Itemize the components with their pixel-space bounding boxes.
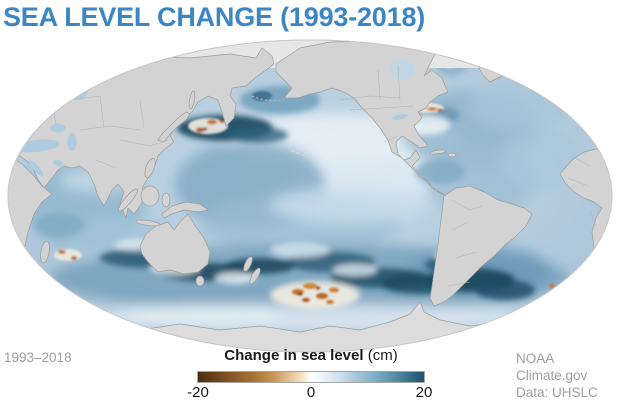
legend-title-text: Change in sea level: [224, 347, 364, 364]
island-iceland: [543, 65, 561, 75]
island-sakhalin: [188, 90, 196, 110]
island-philippines: [144, 158, 156, 178]
island-japan: [157, 111, 191, 143]
island-new-zealand-north: [243, 256, 253, 272]
continent-australia: [139, 213, 211, 275]
island-new-zealand-south: [249, 267, 261, 285]
island-great-britain: [580, 82, 590, 102]
great-lakes: [392, 114, 408, 120]
aleutian-islands: [251, 95, 289, 102]
tick-max: 20: [415, 384, 433, 401]
continent-antarctica: [8, 301, 612, 352]
continent-europe-mainland-edge: [593, 87, 612, 135]
legend-title: Change in sea level (cm): [160, 347, 462, 365]
globe-edge-ring: [7, 39, 613, 353]
tick-min: -20: [187, 384, 209, 401]
persian-gulf: [53, 159, 63, 167]
island-ireland: [573, 91, 581, 101]
caspian-sea: [67, 133, 77, 151]
legend-units: (cm): [367, 347, 398, 364]
continent-south-america: [429, 185, 533, 307]
period-label: 1993–2018: [4, 350, 72, 365]
continent-europe-west-edge: [589, 43, 612, 87]
island-new-guinea: [161, 201, 209, 219]
hudson-bay: [389, 60, 415, 80]
colorbar-legend: Change in sea level (cm) -20 0 20: [160, 347, 462, 401]
island-sumatra: [118, 188, 138, 212]
page-title: SEA LEVEL CHANGE (1993-2018): [3, 2, 426, 32]
colorbar: [197, 371, 425, 383]
tick-mid: 0: [306, 384, 316, 401]
ocean-trend-field: [25, 52, 580, 332]
credit-source: NOAA Climate.gov: [516, 351, 588, 383]
island-tasmania: [195, 275, 205, 287]
island-cuba: [429, 149, 447, 155]
island-borneo: [140, 185, 160, 207]
credit-data: Data: UHSLC: [516, 385, 598, 400]
island-sulawesi: [161, 192, 171, 208]
black-sea: [50, 123, 66, 133]
island-java: [135, 219, 161, 227]
red-sea: [28, 159, 44, 177]
islands-hawaii: [291, 150, 305, 156]
credits: NOAA Climate.gov Data: UHSLC: [516, 350, 620, 401]
island-madagascar: [40, 240, 50, 264]
island-hispaniola: [447, 152, 457, 158]
